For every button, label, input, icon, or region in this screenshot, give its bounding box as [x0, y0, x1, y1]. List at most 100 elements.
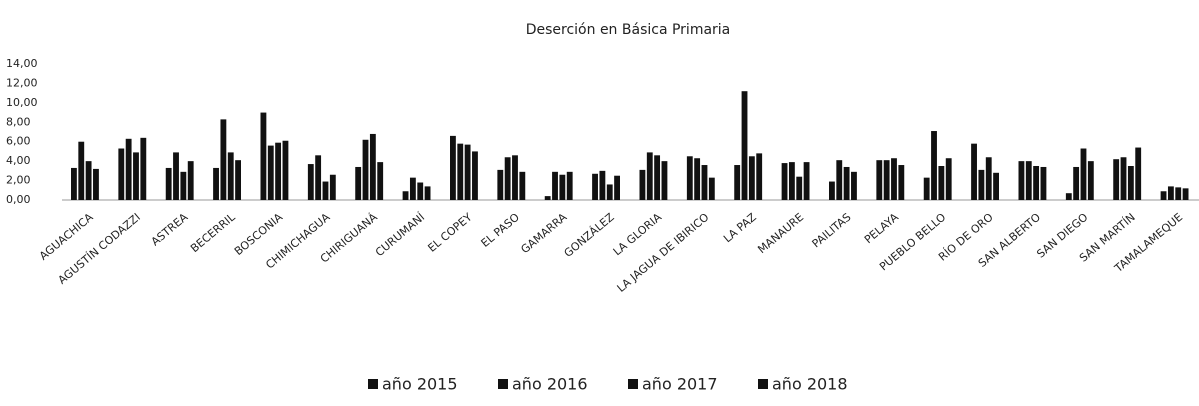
x-tick-label: BECERRIL	[188, 210, 238, 255]
bar	[369, 133, 376, 200]
bar	[1040, 166, 1047, 200]
legend-swatch	[758, 379, 768, 389]
x-tick-label: LA PAZ	[721, 210, 759, 245]
bar	[883, 160, 890, 200]
bar	[165, 167, 172, 200]
bar	[497, 169, 504, 200]
bar	[993, 172, 999, 200]
bar	[315, 155, 322, 200]
bar	[512, 155, 518, 200]
bar	[851, 171, 857, 200]
x-tick-label: CURUMANÍ	[373, 211, 427, 259]
bar	[796, 176, 803, 200]
bar	[1113, 159, 1120, 200]
bar	[694, 158, 701, 200]
bar	[1160, 191, 1167, 200]
y-tick-label: 0,00	[6, 193, 31, 206]
legend-swatch	[368, 379, 378, 389]
legend-label: año 2017	[642, 375, 718, 394]
bar	[282, 140, 289, 200]
bar	[1175, 187, 1182, 200]
x-tick-label: MANAURE	[755, 211, 806, 257]
bar	[78, 141, 85, 200]
bar	[829, 181, 835, 200]
bar	[355, 166, 362, 200]
bar	[748, 156, 755, 200]
bar	[985, 157, 992, 200]
bar	[898, 165, 905, 200]
bar	[85, 161, 92, 200]
bar	[464, 144, 471, 200]
bar	[1087, 161, 1094, 200]
bar	[329, 174, 336, 200]
legend-label: año 2018	[772, 375, 848, 394]
x-tick-label: LA JAGUA DE IBIRICO	[615, 210, 712, 294]
bar	[843, 166, 850, 200]
bar	[788, 162, 795, 200]
x-tick-label: AGUSTÍN CODAZZI	[56, 211, 143, 287]
bar	[93, 168, 99, 200]
bar	[362, 139, 369, 200]
bar	[377, 162, 384, 200]
bar	[1073, 166, 1080, 200]
bar	[1018, 161, 1025, 200]
bar	[180, 171, 187, 200]
bar	[1080, 148, 1087, 200]
bar	[614, 175, 620, 200]
x-tick-label: EL COPEY	[425, 210, 474, 254]
legend-swatch	[628, 379, 638, 389]
x-tick-label: EL PASO	[479, 210, 523, 250]
bar	[504, 157, 511, 200]
bar	[1182, 188, 1189, 200]
bar	[260, 112, 267, 200]
bar	[267, 145, 274, 200]
bar	[235, 160, 241, 200]
bar	[1127, 166, 1134, 200]
bar	[544, 196, 551, 200]
bar	[322, 181, 329, 200]
bar	[756, 153, 763, 200]
x-tick-label: ASTREA	[149, 210, 191, 248]
legend-label: año 2015	[382, 375, 458, 394]
bar	[646, 152, 653, 200]
bar	[275, 142, 282, 200]
bar	[686, 156, 693, 200]
x-tick-label: GONZÁLEZ	[562, 210, 618, 260]
y-tick-label: 10,00	[6, 96, 38, 109]
y-tick-label: 8,00	[6, 115, 31, 128]
bar	[923, 177, 930, 200]
bar	[133, 152, 139, 200]
bar	[402, 191, 409, 200]
bar	[409, 177, 416, 200]
chart-title: Deserción en Básica Primaria	[526, 22, 731, 38]
legend-swatch	[498, 379, 508, 389]
bar	[1025, 161, 1032, 200]
legend-label: año 2016	[512, 375, 588, 394]
bar	[1135, 147, 1142, 200]
bar	[803, 162, 810, 200]
bar	[559, 174, 566, 200]
bar	[125, 138, 132, 200]
bar	[639, 169, 646, 200]
bar	[417, 182, 424, 200]
bar	[876, 160, 883, 200]
bar	[71, 167, 77, 200]
bar	[220, 119, 227, 200]
bar	[931, 131, 937, 200]
bar	[424, 186, 431, 200]
bar	[307, 164, 314, 200]
bar	[978, 169, 985, 200]
bar	[938, 166, 945, 200]
bar	[552, 171, 558, 200]
bar	[606, 184, 613, 200]
bar	[945, 158, 952, 200]
bar	[1120, 157, 1127, 200]
y-tick-label: 2,00	[6, 174, 31, 187]
bar	[1167, 186, 1174, 200]
x-tick-label: PAILITAS	[810, 211, 854, 251]
bar	[599, 170, 606, 200]
bar	[1065, 193, 1072, 200]
bar	[566, 171, 573, 200]
bar	[654, 155, 661, 200]
